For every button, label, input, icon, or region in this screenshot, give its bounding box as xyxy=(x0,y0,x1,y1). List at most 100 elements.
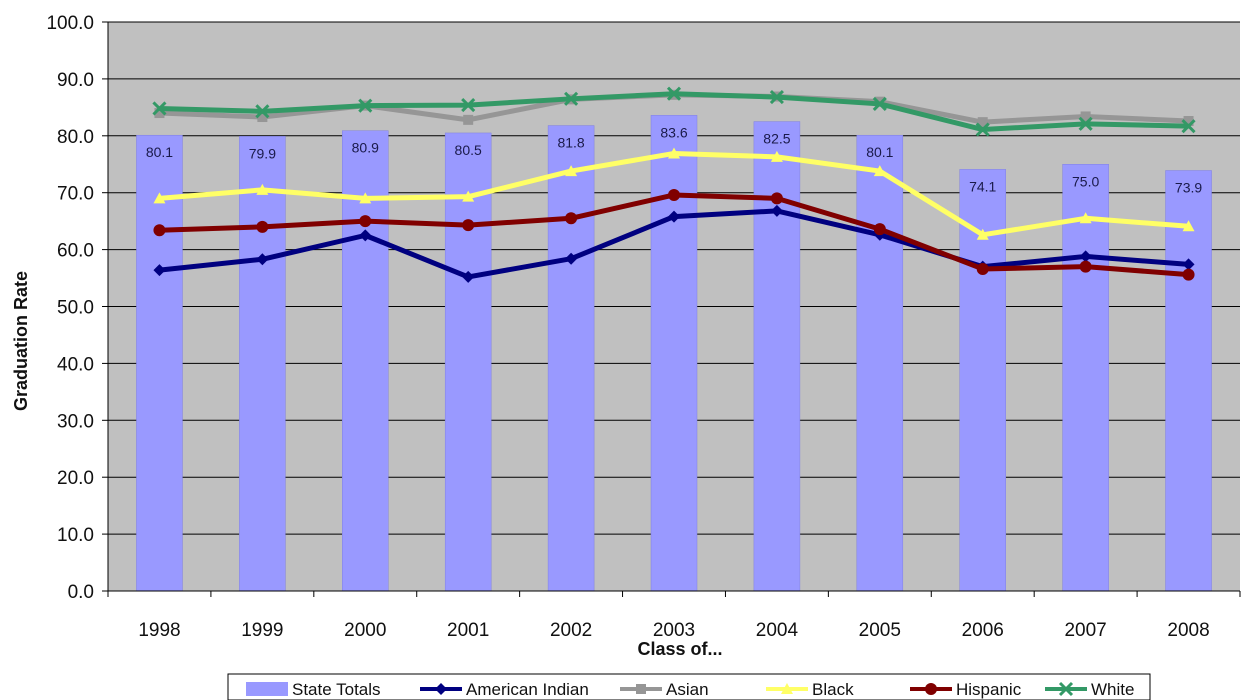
bar-data-label: 80.1 xyxy=(866,144,893,160)
x-tick-label: 2000 xyxy=(344,620,386,641)
x-axis-title: Class of... xyxy=(637,639,722,659)
point-hispanic-2005 xyxy=(873,223,886,236)
point-white-2000 xyxy=(358,98,373,113)
bar-data-label: 80.5 xyxy=(455,142,482,158)
point-white-2006 xyxy=(975,122,990,137)
point-black-2007 xyxy=(1079,212,1092,224)
bar-2002 xyxy=(547,125,595,592)
point-american-indian-2000 xyxy=(359,229,372,242)
bar-data-label: 80.1 xyxy=(146,144,173,160)
bar-2007 xyxy=(1062,164,1109,592)
y-tick-label: 70.0 xyxy=(57,184,94,205)
legend-marker xyxy=(435,683,447,695)
point-white-1998 xyxy=(152,101,167,116)
y-tick-label: 60.0 xyxy=(57,241,94,262)
point-american-indian-2002 xyxy=(565,252,578,265)
point-black-2001 xyxy=(462,190,475,202)
bar-data-label: 73.9 xyxy=(1175,180,1202,196)
legend-item-white: White xyxy=(1045,680,1134,699)
bar-data-label: 83.6 xyxy=(660,124,687,140)
y-tick-label: 10.0 xyxy=(57,525,94,546)
y-tick-label: 90.0 xyxy=(57,70,94,91)
x-tick-label: 2002 xyxy=(550,620,592,641)
point-american-indian-2008 xyxy=(1182,258,1195,271)
legend-label: White xyxy=(1091,680,1134,699)
point-black-2005 xyxy=(873,165,886,177)
legend-label: Hispanic xyxy=(956,680,1022,699)
point-black-1999 xyxy=(256,183,269,195)
bar-2008 xyxy=(1165,170,1212,592)
bar-data-label: 80.9 xyxy=(352,140,379,156)
point-hispanic-2003 xyxy=(668,188,680,201)
point-white-1999 xyxy=(255,104,270,119)
y-tick-label: 0.0 xyxy=(68,582,94,603)
point-asian-1998 xyxy=(154,108,165,119)
point-white-2008 xyxy=(1181,119,1196,134)
legend-marker xyxy=(781,683,793,694)
point-white-2003 xyxy=(666,86,682,101)
legend-label: Black xyxy=(812,680,854,699)
legend-item-state-totals: State Totals xyxy=(246,680,381,699)
point-american-indian-1998 xyxy=(153,264,166,277)
bar-2005 xyxy=(856,134,904,592)
point-black-2003 xyxy=(668,147,680,159)
bar-2004 xyxy=(753,121,801,592)
x-tick-label: 2006 xyxy=(962,620,1004,641)
point-white-2002 xyxy=(564,91,579,106)
point-hispanic-1998 xyxy=(153,224,166,237)
point-american-indian-2004 xyxy=(770,204,783,217)
x-tick-label: 2007 xyxy=(1064,620,1106,641)
y-tick-label: 40.0 xyxy=(57,354,94,375)
y-tick-label: 20.0 xyxy=(57,468,94,489)
y-tick-label: 80.0 xyxy=(57,127,94,148)
y-axis-title: Graduation Rate xyxy=(11,271,31,411)
point-american-indian-2001 xyxy=(462,270,475,283)
bar-data-label: 82.5 xyxy=(763,131,790,147)
bar-2003 xyxy=(650,115,698,592)
point-asian-2001 xyxy=(463,114,474,125)
series-hispanic xyxy=(153,188,1195,281)
point-hispanic-2008 xyxy=(1182,268,1195,281)
point-asian-2006 xyxy=(977,117,988,128)
point-black-2002 xyxy=(565,165,578,177)
x-tick-label: 2004 xyxy=(756,620,799,641)
legend-label: State Totals xyxy=(292,680,381,699)
legend-swatch xyxy=(246,682,288,696)
point-black-2006 xyxy=(976,228,989,240)
point-black-2000 xyxy=(359,192,372,204)
bar-1999 xyxy=(239,136,286,592)
legend-marker xyxy=(1058,681,1074,697)
bar-data-label: 75.0 xyxy=(1072,173,1099,189)
point-white-2005 xyxy=(872,96,887,111)
point-hispanic-1999 xyxy=(256,220,269,233)
x-tick-label: 2008 xyxy=(1167,620,1209,641)
point-white-2007 xyxy=(1078,116,1093,131)
legend-label: American Indian xyxy=(466,680,589,699)
x-tick-label: 2001 xyxy=(447,620,489,641)
point-hispanic-2002 xyxy=(565,212,578,225)
point-hispanic-2006 xyxy=(976,262,989,275)
point-asian-2007 xyxy=(1080,111,1091,122)
bar-2001 xyxy=(444,132,492,592)
legend-box xyxy=(227,673,1151,700)
legend-marker xyxy=(636,684,646,694)
y-tick-label: 100.0 xyxy=(46,13,94,34)
x-tick-label: 2005 xyxy=(859,620,901,641)
point-hispanic-2007 xyxy=(1079,260,1092,273)
legend-label: Asian xyxy=(666,680,709,699)
point-asian-1999 xyxy=(257,112,268,123)
bar-data-label: 74.1 xyxy=(969,178,996,194)
point-asian-2008 xyxy=(1183,116,1194,127)
point-black-1998 xyxy=(153,192,166,204)
bar-1998 xyxy=(136,134,183,592)
legend-item-asian: Asian xyxy=(620,680,709,699)
point-hispanic-2004 xyxy=(770,192,783,205)
point-american-indian-1999 xyxy=(256,253,269,266)
x-tick-label: 1999 xyxy=(241,620,283,641)
point-american-indian-2003 xyxy=(668,210,680,223)
bar-2000 xyxy=(342,130,389,592)
y-tick-label: 30.0 xyxy=(57,411,94,432)
point-white-2004 xyxy=(769,90,784,105)
